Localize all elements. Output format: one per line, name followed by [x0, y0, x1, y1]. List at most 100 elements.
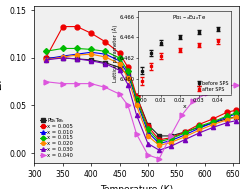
- x = 0.010: [234, 113, 237, 115]
- x = 0.010: [61, 55, 64, 57]
- x = 0.005: [146, 125, 149, 128]
- x = 0.015: [76, 47, 78, 50]
- x = 0.030: [198, 132, 200, 134]
- x = 0.005: [44, 57, 47, 59]
- x = 0.020: [61, 56, 64, 58]
- x = 0.020: [44, 59, 47, 61]
- x = 0.040: [104, 86, 107, 89]
- x = 0.015: [104, 50, 107, 52]
- x = 0.005: [118, 52, 121, 54]
- x = 0.020: [126, 77, 129, 79]
- x = 0.015: [198, 125, 200, 128]
- x = 0.010: [169, 139, 172, 142]
- x = 0.030: [212, 126, 215, 129]
- x = 0.040: [118, 93, 121, 95]
- x = 0.015: [212, 121, 215, 123]
- x = 0.040: [234, 84, 237, 86]
- x = 0.005: [126, 66, 129, 69]
- x = 0.040: [180, 114, 183, 116]
- x = 0.020: [146, 135, 149, 137]
- x = 0.010: [118, 60, 121, 62]
- x = 0.010: [212, 122, 215, 124]
- x = 0.030: [146, 142, 149, 145]
- x = 0.020: [212, 123, 215, 126]
- X-axis label: Temperature (K): Temperature (K): [100, 185, 173, 189]
- x = 0.020: [234, 116, 237, 118]
- x = 0.010: [126, 73, 129, 75]
- PbₖTeₖ: [146, 123, 149, 126]
- x = 0.005: [226, 111, 229, 113]
- x = 0.030: [104, 63, 107, 65]
- x = 0.015: [158, 140, 161, 143]
- x = 0.020: [118, 63, 121, 65]
- PbₖTeₖ: [76, 58, 78, 60]
- x = 0.040: [169, 135, 172, 137]
- Text: Pb$_{1-x}$Eu$_x$Te: Pb$_{1-x}$Eu$_x$Te: [172, 13, 206, 22]
- x = 0.030: [118, 69, 121, 71]
- x = 0.030: [183, 139, 186, 141]
- Legend: before SPS, after SPS: before SPS, after SPS: [197, 81, 229, 92]
- x = 0.005: [198, 123, 200, 126]
- x = 0.040: [126, 104, 129, 107]
- x = 0.020: [104, 56, 107, 58]
- x = 0.005: [135, 95, 138, 97]
- x = 0.005: [90, 32, 93, 34]
- x = 0.015: [135, 98, 138, 100]
- x = 0.010: [44, 58, 47, 60]
- x = 0.020: [198, 129, 200, 131]
- x = 0.040: [146, 154, 149, 156]
- Line: x = 0.020: x = 0.020: [44, 52, 238, 147]
- x = 0.015: [118, 57, 121, 59]
- x = 0.040: [90, 82, 93, 85]
- Line: x = 0.015: x = 0.015: [44, 46, 238, 144]
- x = 0.030: [169, 145, 172, 147]
- x = 0.020: [76, 54, 78, 56]
- x = 0.010: [146, 131, 149, 133]
- x = 0.015: [146, 128, 149, 130]
- x = 0.015: [183, 132, 186, 134]
- x = 0.015: [234, 112, 237, 114]
- x = 0.030: [126, 84, 129, 86]
- x = 0.010: [198, 127, 200, 129]
- x = 0.040: [61, 82, 64, 85]
- x = 0.010: [76, 53, 78, 55]
- Line: PbₖTeₖ: PbₖTeₖ: [44, 56, 238, 138]
- x = 0.010: [90, 51, 93, 53]
- PbₖTeₖ: [44, 57, 47, 59]
- X-axis label: x: x: [183, 104, 186, 109]
- x = 0.010: [226, 116, 229, 118]
- x = 0.020: [183, 136, 186, 138]
- x = 0.015: [90, 48, 93, 50]
- Y-axis label: ZT: ZT: [0, 78, 4, 90]
- x = 0.015: [226, 115, 229, 117]
- x = 0.030: [226, 122, 229, 124]
- PbₖTeₖ: [135, 95, 138, 97]
- x = 0.030: [44, 59, 47, 61]
- PbₖTeₖ: [183, 131, 186, 133]
- PbₖTeₖ: [104, 62, 107, 64]
- PbₖTeₖ: [198, 126, 200, 129]
- x = 0.005: [212, 118, 215, 120]
- PbₖTeₖ: [234, 116, 237, 118]
- x = 0.030: [158, 149, 161, 151]
- PbₖTeₖ: [169, 135, 172, 137]
- x = 0.005: [104, 41, 107, 43]
- x = 0.040: [206, 92, 209, 94]
- Legend: PbₖTeₖ, x = 0.005, x = 0.010, x = 0.015, x = 0.020, x = 0.030, x = 0.040: PbₖTeₖ, x = 0.005, x = 0.010, x = 0.015,…: [39, 118, 74, 158]
- x = 0.040: [220, 87, 223, 90]
- x = 0.040: [192, 100, 195, 102]
- x = 0.015: [44, 50, 47, 52]
- x = 0.020: [169, 141, 172, 144]
- x = 0.030: [234, 120, 237, 122]
- x = 0.005: [61, 26, 64, 28]
- x = 0.005: [234, 109, 237, 111]
- x = 0.010: [158, 142, 161, 145]
- Line: x = 0.010: x = 0.010: [44, 50, 238, 146]
- x = 0.015: [126, 70, 129, 72]
- PbₖTeₖ: [118, 66, 121, 69]
- x = 0.020: [135, 104, 138, 107]
- x = 0.010: [135, 100, 138, 102]
- x = 0.005: [158, 139, 161, 141]
- Line: x = 0.005: x = 0.005: [43, 24, 238, 142]
- x = 0.040: [44, 81, 47, 83]
